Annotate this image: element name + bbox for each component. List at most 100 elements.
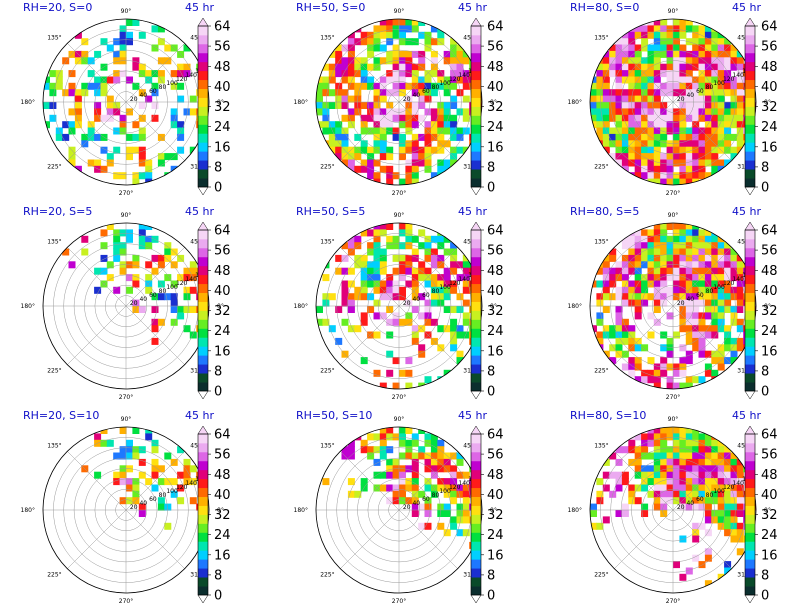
field-cell xyxy=(634,114,642,122)
angle-tick-label: 315° xyxy=(190,163,204,170)
radial-tick-label: 60 xyxy=(149,496,157,503)
colorbar-segment xyxy=(471,283,481,294)
field-cell xyxy=(450,159,458,167)
field-cell xyxy=(685,82,693,90)
field-cell xyxy=(666,223,674,230)
field-cell xyxy=(711,235,719,243)
field-cell xyxy=(151,102,159,109)
field-cell xyxy=(692,452,700,460)
field-cell xyxy=(679,50,687,58)
field-cell xyxy=(736,306,744,313)
polar-frame xyxy=(42,222,210,390)
field-cell xyxy=(660,280,668,288)
field-cell xyxy=(711,280,719,288)
field-cell xyxy=(386,114,394,122)
field-cell xyxy=(736,102,744,109)
field-cell xyxy=(679,267,687,275)
field-cell xyxy=(424,95,432,103)
field-cell xyxy=(711,63,719,71)
field-cell xyxy=(685,153,693,161)
field-cell xyxy=(596,108,604,116)
field-cell xyxy=(596,299,604,307)
field-cell xyxy=(106,274,114,282)
field-cell xyxy=(724,293,732,301)
field-cell xyxy=(437,114,445,122)
colorbar-tick-label: 32 xyxy=(487,304,504,319)
field-cell xyxy=(666,497,674,505)
field-cell xyxy=(360,478,368,486)
field-cell xyxy=(189,95,197,103)
field-cell xyxy=(74,121,82,129)
field-cell xyxy=(609,280,617,288)
field-cell xyxy=(367,44,375,52)
field-cell xyxy=(68,261,76,269)
colorbar-segment xyxy=(198,283,208,294)
field-cell xyxy=(615,57,623,65)
colorbar-tick-label: 0 xyxy=(214,385,222,400)
field-cell xyxy=(679,223,687,230)
field-cell xyxy=(634,235,642,243)
field-cell xyxy=(424,503,432,511)
field-cell xyxy=(685,280,693,288)
field-cell xyxy=(673,159,680,167)
field-cell xyxy=(360,31,368,39)
field-cell xyxy=(730,452,738,460)
colorbar-segment xyxy=(745,70,755,81)
field-cell xyxy=(602,350,610,358)
field-cell xyxy=(411,510,419,517)
grid-spoke xyxy=(340,509,400,569)
field-cell xyxy=(405,172,413,180)
field-cell xyxy=(660,452,668,460)
field-cell xyxy=(411,306,419,313)
field-cell xyxy=(74,95,82,103)
field-cell xyxy=(456,274,464,282)
field-cell xyxy=(660,465,668,473)
field-cell xyxy=(68,153,76,161)
field-cell xyxy=(347,159,355,167)
field-cell xyxy=(386,427,394,434)
field-cell xyxy=(609,63,617,71)
field-cell xyxy=(628,357,636,365)
field-cell xyxy=(730,254,738,262)
field-cell xyxy=(698,25,706,33)
field-cell xyxy=(736,318,744,326)
angle-tick-label: 45° xyxy=(463,443,474,450)
field-cell xyxy=(405,70,413,78)
field-cell xyxy=(641,153,649,161)
field-cell xyxy=(335,57,343,65)
grid-spoke xyxy=(614,43,674,103)
field-cell xyxy=(335,133,343,141)
field-cell xyxy=(704,580,712,588)
field-cell xyxy=(717,267,725,275)
field-cell xyxy=(679,121,687,129)
field-cell xyxy=(685,108,693,116)
field-cell xyxy=(666,254,674,262)
panel: 2040608010012014016090°45°0°315°270°225°… xyxy=(294,205,504,401)
field-cell xyxy=(138,458,146,466)
field-cell xyxy=(399,484,406,492)
polar-frame xyxy=(589,18,757,186)
field-cell xyxy=(399,38,406,46)
field-cell xyxy=(399,114,406,122)
field-cell xyxy=(360,229,368,237)
field-cell xyxy=(704,306,712,313)
field-cell xyxy=(704,267,712,275)
field-cell xyxy=(405,465,413,473)
field-cell xyxy=(685,306,693,313)
field-cell xyxy=(462,471,470,479)
field-cell xyxy=(711,446,719,454)
field-cell xyxy=(424,121,432,129)
colorbar-segment xyxy=(471,496,481,506)
radial-tick-label: 20 xyxy=(677,96,685,103)
field-cell xyxy=(647,490,655,498)
colorbar-segment xyxy=(471,364,481,374)
colorbar-tick-label: 32 xyxy=(761,100,778,115)
field-cell xyxy=(170,70,178,78)
field-cell xyxy=(590,280,597,288)
field-cell xyxy=(100,82,108,90)
field-cell xyxy=(736,95,744,103)
colorbar-segment xyxy=(471,559,481,569)
field-cell xyxy=(673,223,680,230)
field-cell xyxy=(424,484,432,492)
